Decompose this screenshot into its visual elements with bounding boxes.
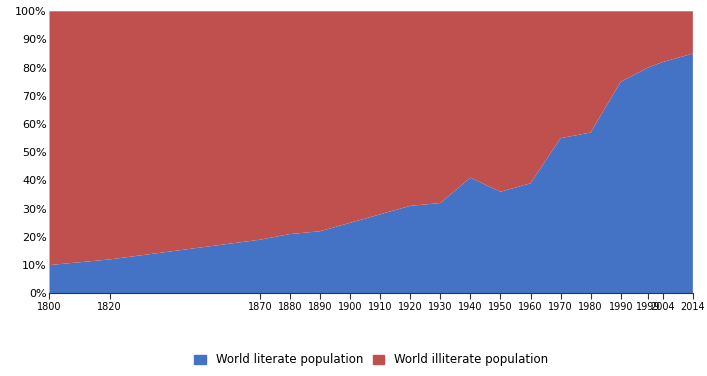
Legend: World literate population, World illiterate population: World literate population, World illiter… <box>191 350 551 370</box>
